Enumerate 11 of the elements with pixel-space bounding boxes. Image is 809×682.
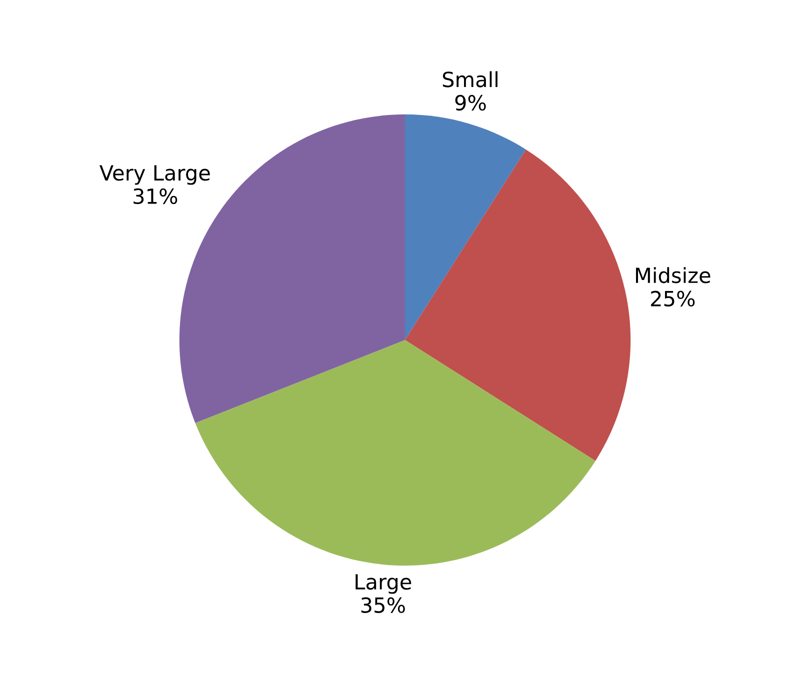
pie-slice bbox=[405, 150, 631, 461]
data-label: 31% bbox=[134, 188, 178, 204]
slice-label: Small bbox=[442, 71, 498, 88]
slice-label: Large bbox=[356, 574, 412, 594]
data-label: 25% bbox=[651, 290, 695, 307]
slice-label: Midsize bbox=[636, 267, 710, 284]
pie-slice bbox=[405, 114, 526, 340]
data-label: 35% bbox=[361, 597, 405, 614]
slice-label: Very Large bbox=[100, 165, 210, 185]
pie-slice bbox=[195, 340, 596, 566]
data-label: 9% bbox=[455, 94, 486, 111]
